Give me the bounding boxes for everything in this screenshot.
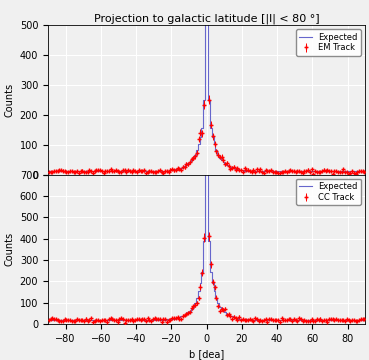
- Expected: [185, 162, 189, 167]
- Expected: [46, 169, 50, 173]
- Expected: [157, 169, 161, 173]
- Expected: [152, 318, 156, 322]
- Expected: [363, 169, 368, 173]
- Title: Projection to galactic latitude [|l| < 80 °]: Projection to galactic latitude [|l| < 8…: [94, 13, 320, 23]
- Line: Expected: Expected: [48, 12, 365, 171]
- X-axis label: b [dea]: b [dea]: [189, 349, 224, 359]
- Expected: [185, 311, 189, 316]
- Expected: [85, 169, 89, 173]
- Legend: Expected, EM Track: Expected, EM Track: [296, 30, 361, 56]
- Expected: [46, 318, 50, 322]
- Expected: [345, 169, 350, 173]
- Line: Expected: Expected: [48, 147, 365, 320]
- Expected: [157, 318, 161, 322]
- Y-axis label: Counts: Counts: [4, 232, 14, 266]
- Legend: Expected, CC Track: Expected, CC Track: [296, 179, 361, 205]
- Expected: [203, 10, 207, 14]
- Expected: [345, 318, 350, 322]
- Expected: [203, 144, 207, 149]
- Expected: [363, 318, 368, 322]
- Y-axis label: Counts: Counts: [4, 83, 14, 117]
- Expected: [141, 318, 145, 322]
- Expected: [141, 169, 145, 173]
- Expected: [85, 318, 89, 322]
- Expected: [152, 169, 156, 173]
